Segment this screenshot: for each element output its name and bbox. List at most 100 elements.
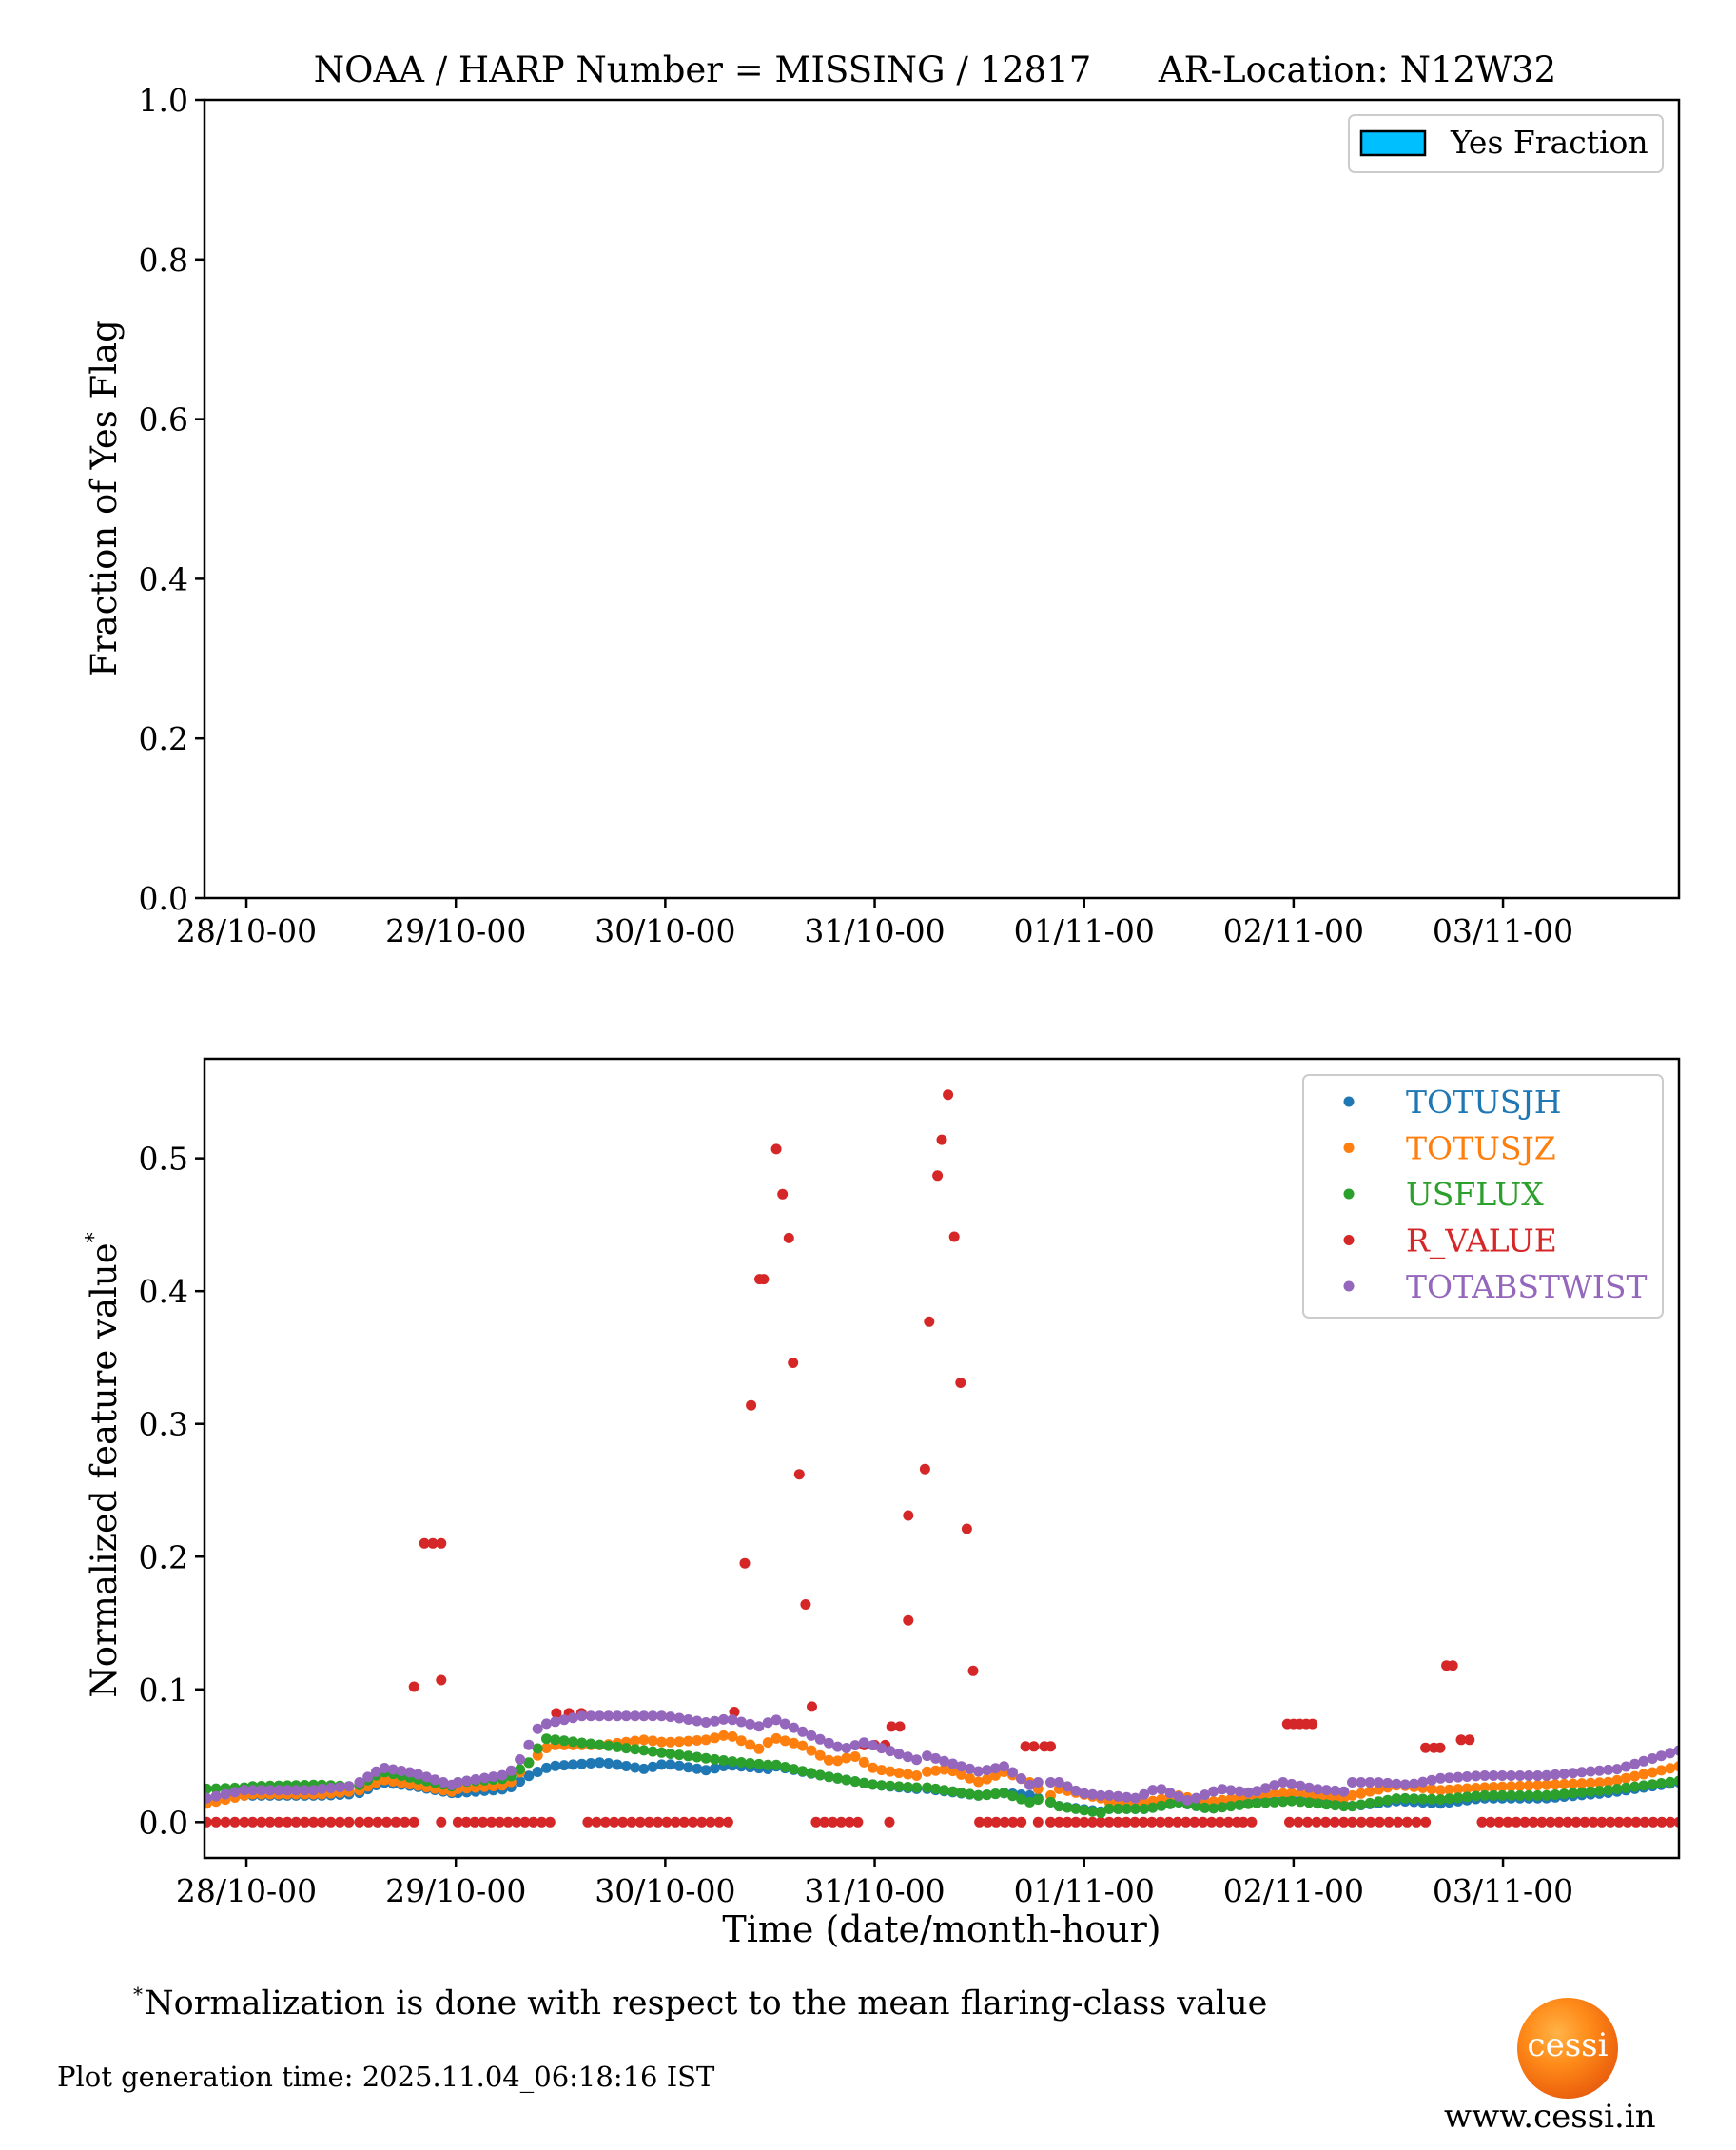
data-point	[999, 1788, 1009, 1799]
data-point	[797, 1740, 809, 1751]
data-point	[1191, 1800, 1201, 1811]
data-point	[973, 1789, 984, 1801]
data-point	[665, 1759, 676, 1770]
top-y-axis-label: Fraction of Yes Flag	[84, 320, 125, 677]
data-point	[1603, 1764, 1614, 1775]
data-point	[758, 1274, 770, 1285]
data-point	[762, 1737, 773, 1749]
data-point	[1087, 1806, 1098, 1817]
data-point	[1311, 1816, 1322, 1828]
footnote-text: Normalization is done with respect to th…	[145, 1984, 1268, 2023]
data-point	[1070, 1803, 1082, 1814]
data-point	[967, 1665, 979, 1676]
data-point	[620, 1710, 632, 1722]
data-point	[1087, 1788, 1098, 1800]
data-point	[1189, 1816, 1200, 1828]
data-point	[1295, 1780, 1306, 1791]
data-point	[585, 1758, 596, 1769]
data-point	[511, 1816, 522, 1828]
data-point	[955, 1378, 966, 1388]
data-point	[1079, 1805, 1090, 1816]
data-point	[1665, 1816, 1676, 1828]
data-point	[868, 1779, 878, 1790]
data-point	[603, 1710, 614, 1722]
data-point	[1269, 1796, 1280, 1808]
data-point	[832, 1741, 844, 1752]
data-point	[990, 1816, 1002, 1828]
data-point	[1417, 1793, 1429, 1805]
data-point	[1206, 1816, 1218, 1828]
data-point	[1519, 1816, 1531, 1828]
data-point	[647, 1761, 658, 1772]
data-point	[1461, 1791, 1473, 1803]
data-point	[1558, 1788, 1570, 1800]
data-point	[205, 1792, 212, 1804]
data-point	[922, 1782, 933, 1793]
data-point	[1558, 1778, 1570, 1789]
data-point	[1488, 1770, 1499, 1781]
data-point	[1242, 1798, 1254, 1809]
data-point	[469, 1816, 480, 1828]
data-point	[354, 1777, 365, 1788]
bottom-ytick-label: 0.3	[139, 1406, 188, 1443]
data-point	[974, 1816, 985, 1828]
data-point	[205, 1816, 212, 1828]
data-point	[1103, 1789, 1115, 1801]
data-point	[1251, 1786, 1262, 1797]
data-point	[1007, 1767, 1018, 1778]
data-point	[647, 1710, 658, 1722]
data-point	[1032, 1794, 1044, 1806]
data-point	[550, 1760, 561, 1771]
data-point	[282, 1785, 293, 1796]
data-point	[1307, 1718, 1318, 1730]
data-point	[452, 1777, 463, 1788]
data-point	[735, 1757, 747, 1768]
data-point	[229, 1816, 241, 1828]
website-url[interactable]: www.cessi.in	[1444, 2098, 1656, 2136]
data-point	[1673, 1816, 1678, 1828]
bottom-xtick-label: 03/11-00	[1433, 1872, 1573, 1909]
data-point	[515, 1754, 526, 1765]
data-point	[1321, 1785, 1332, 1796]
top-ytick-label: 0.2	[139, 720, 188, 757]
data-point	[661, 1816, 673, 1828]
data-point	[647, 1746, 658, 1757]
data-point	[670, 1816, 681, 1828]
data-point	[770, 1143, 782, 1155]
legend-label-totusjz: TOTUSJZ	[1406, 1130, 1556, 1167]
data-point	[1062, 1802, 1073, 1813]
data-point	[396, 1766, 407, 1776]
data-point	[982, 1789, 992, 1801]
data-point	[770, 1759, 782, 1770]
bottom-ytick-label: 0.0	[139, 1804, 188, 1841]
data-point	[779, 1718, 790, 1730]
data-point	[551, 1708, 562, 1719]
data-point	[1453, 1792, 1464, 1804]
data-point	[576, 1737, 588, 1749]
top-ytick-label: 0.0	[139, 880, 188, 917]
data-point	[779, 1762, 790, 1772]
data-point	[1347, 1801, 1357, 1812]
data-point	[1155, 1816, 1166, 1828]
data-point	[290, 1785, 302, 1796]
data-point	[1629, 1781, 1641, 1792]
data-point	[470, 1774, 481, 1785]
data-point	[1234, 1799, 1245, 1810]
data-point	[696, 1816, 708, 1828]
data-point	[1147, 1785, 1159, 1796]
legend-label-usflux: USFLUX	[1406, 1176, 1544, 1213]
data-point	[1568, 1778, 1579, 1789]
data-point	[797, 1726, 809, 1737]
data-point	[256, 1816, 267, 1828]
data-point	[1032, 1816, 1044, 1828]
data-point	[1391, 1778, 1402, 1789]
data-point	[620, 1743, 632, 1754]
data-point	[1523, 1789, 1534, 1801]
data-point	[460, 1816, 472, 1828]
data-point	[884, 1816, 895, 1828]
data-point	[683, 1762, 693, 1773]
data-point	[762, 1717, 773, 1729]
data-point	[1622, 1816, 1633, 1828]
data-point	[911, 1770, 923, 1781]
data-point	[1007, 1816, 1019, 1828]
